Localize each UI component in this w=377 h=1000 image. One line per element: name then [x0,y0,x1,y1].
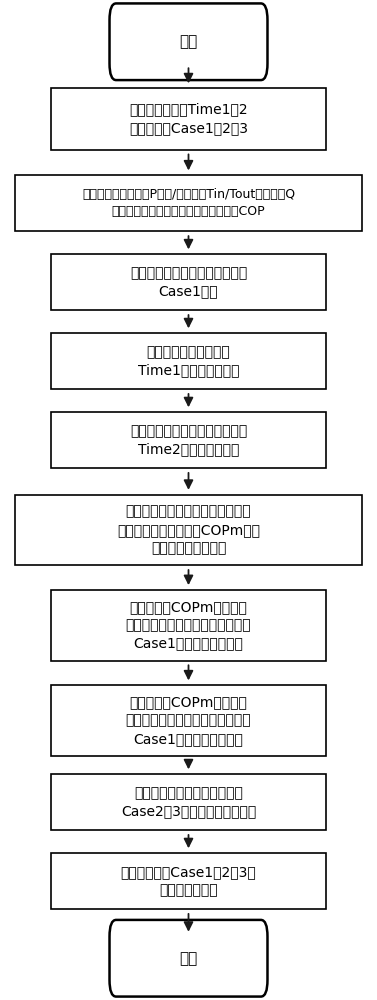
Text: 总能效比（COPm）最大且
名义制热量损失系数最小的时刻为
Case1的最佳除霜控制点: 总能效比（COPm）最大且 名义制热量损失系数最小的时刻为 Case1的最佳除霜… [126,695,251,746]
Text: 输出测试工况Case1、2、3的
最佳除霜控制点: 输出测试工况Case1、2、3的 最佳除霜控制点 [121,865,256,897]
Text: 设定运行时长：Time1、2
确定工况：Case1、2、3: 设定运行时长：Time1、2 确定工况：Case1、2、3 [129,103,248,135]
Text: 保持正常持续制热运行
Time1时进行除霜操作: 保持正常持续制热运行 Time1时进行除霜操作 [138,345,239,377]
Text: 开始: 开始 [179,34,198,49]
Text: 调节人工环境实验室的温湿度为
Case1工况: 调节人工环境实验室的温湿度为 Case1工况 [130,266,247,298]
FancyBboxPatch shape [109,920,268,997]
Text: 总能效比（COPm）最大且
名义制热量损失系数最小的时刻为
Case1的最佳除霜控制点: 总能效比（COPm）最大且 名义制热量损失系数最小的时刻为 Case1的最佳除霜… [126,600,251,651]
Bar [51,590,326,661]
Bar [51,685,326,756]
Bar [51,774,326,830]
Bar [51,853,326,909]
Text: 读取记录：机组功率P、进/出水温度Tin/Tout、水流量Q
实时计算：机组瞬时制热量、机组瞬时COP: 读取记录：机组功率P、进/出水温度Tin/Tout、水流量Q 实时计算：机组瞬时… [82,188,295,218]
Bar [51,254,326,310]
Text: 以两个完整结除霜过程数据为样本
计算逐分钟总能效比（COPm）与
名义制热量损失系数: 以两个完整结除霜过程数据为样本 计算逐分钟总能效比（COPm）与 名义制热量损失… [117,505,260,555]
Bar [51,88,326,150]
Bar [15,495,362,565]
Bar [51,412,326,468]
Bar [15,175,362,231]
FancyBboxPatch shape [109,3,268,80]
Text: 结束: 结束 [179,951,198,966]
Text: 调节人工环境实验室温湿度为
Case2、3工况，重复上述测试: 调节人工环境实验室温湿度为 Case2、3工况，重复上述测试 [121,786,256,818]
Text: 待上次除霜结束后持续制热运行
Time2时进行除霜操作: 待上次除霜结束后持续制热运行 Time2时进行除霜操作 [130,424,247,456]
Bar [51,333,326,389]
